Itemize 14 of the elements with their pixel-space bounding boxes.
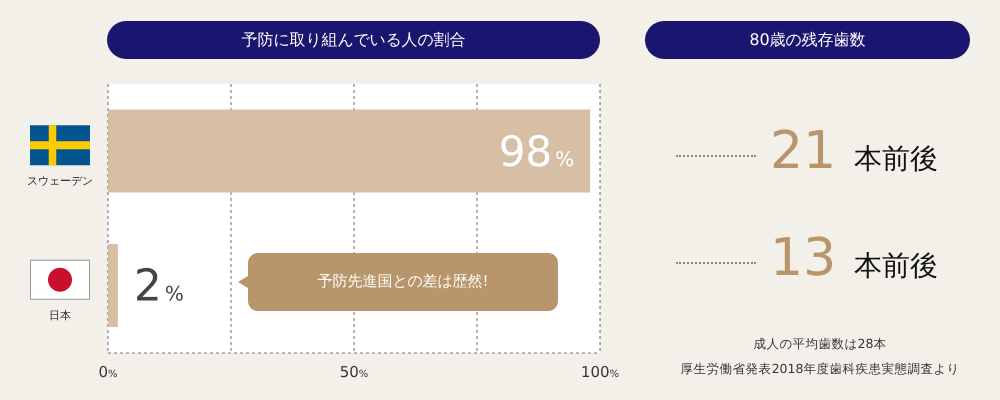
data-label: 2% (134, 260, 184, 312)
y-tick-label: スウェーデン (27, 174, 93, 188)
data-label: 13 本前後 (770, 228, 938, 288)
annotation: 予防先進国との差は歴然! (317, 272, 488, 292)
text: 厚生労働省発表2018年度歯科疾患実態調査より (680, 361, 960, 376)
x-tick-label: 100% (580, 363, 620, 381)
text: 80歳の残存歯数 (749, 30, 866, 50)
y-tick-label: 日本 (49, 308, 71, 322)
text: 成人の平均歯数は28本 (754, 336, 886, 351)
x-tick-label: 0% (98, 363, 118, 381)
x-tick-label: 50% (340, 363, 368, 381)
data-label: 21 本前後 (770, 121, 938, 181)
data-label: 98% (498, 127, 574, 176)
chart-title: 予防に取り組んでいる人の割合 (242, 30, 466, 50)
